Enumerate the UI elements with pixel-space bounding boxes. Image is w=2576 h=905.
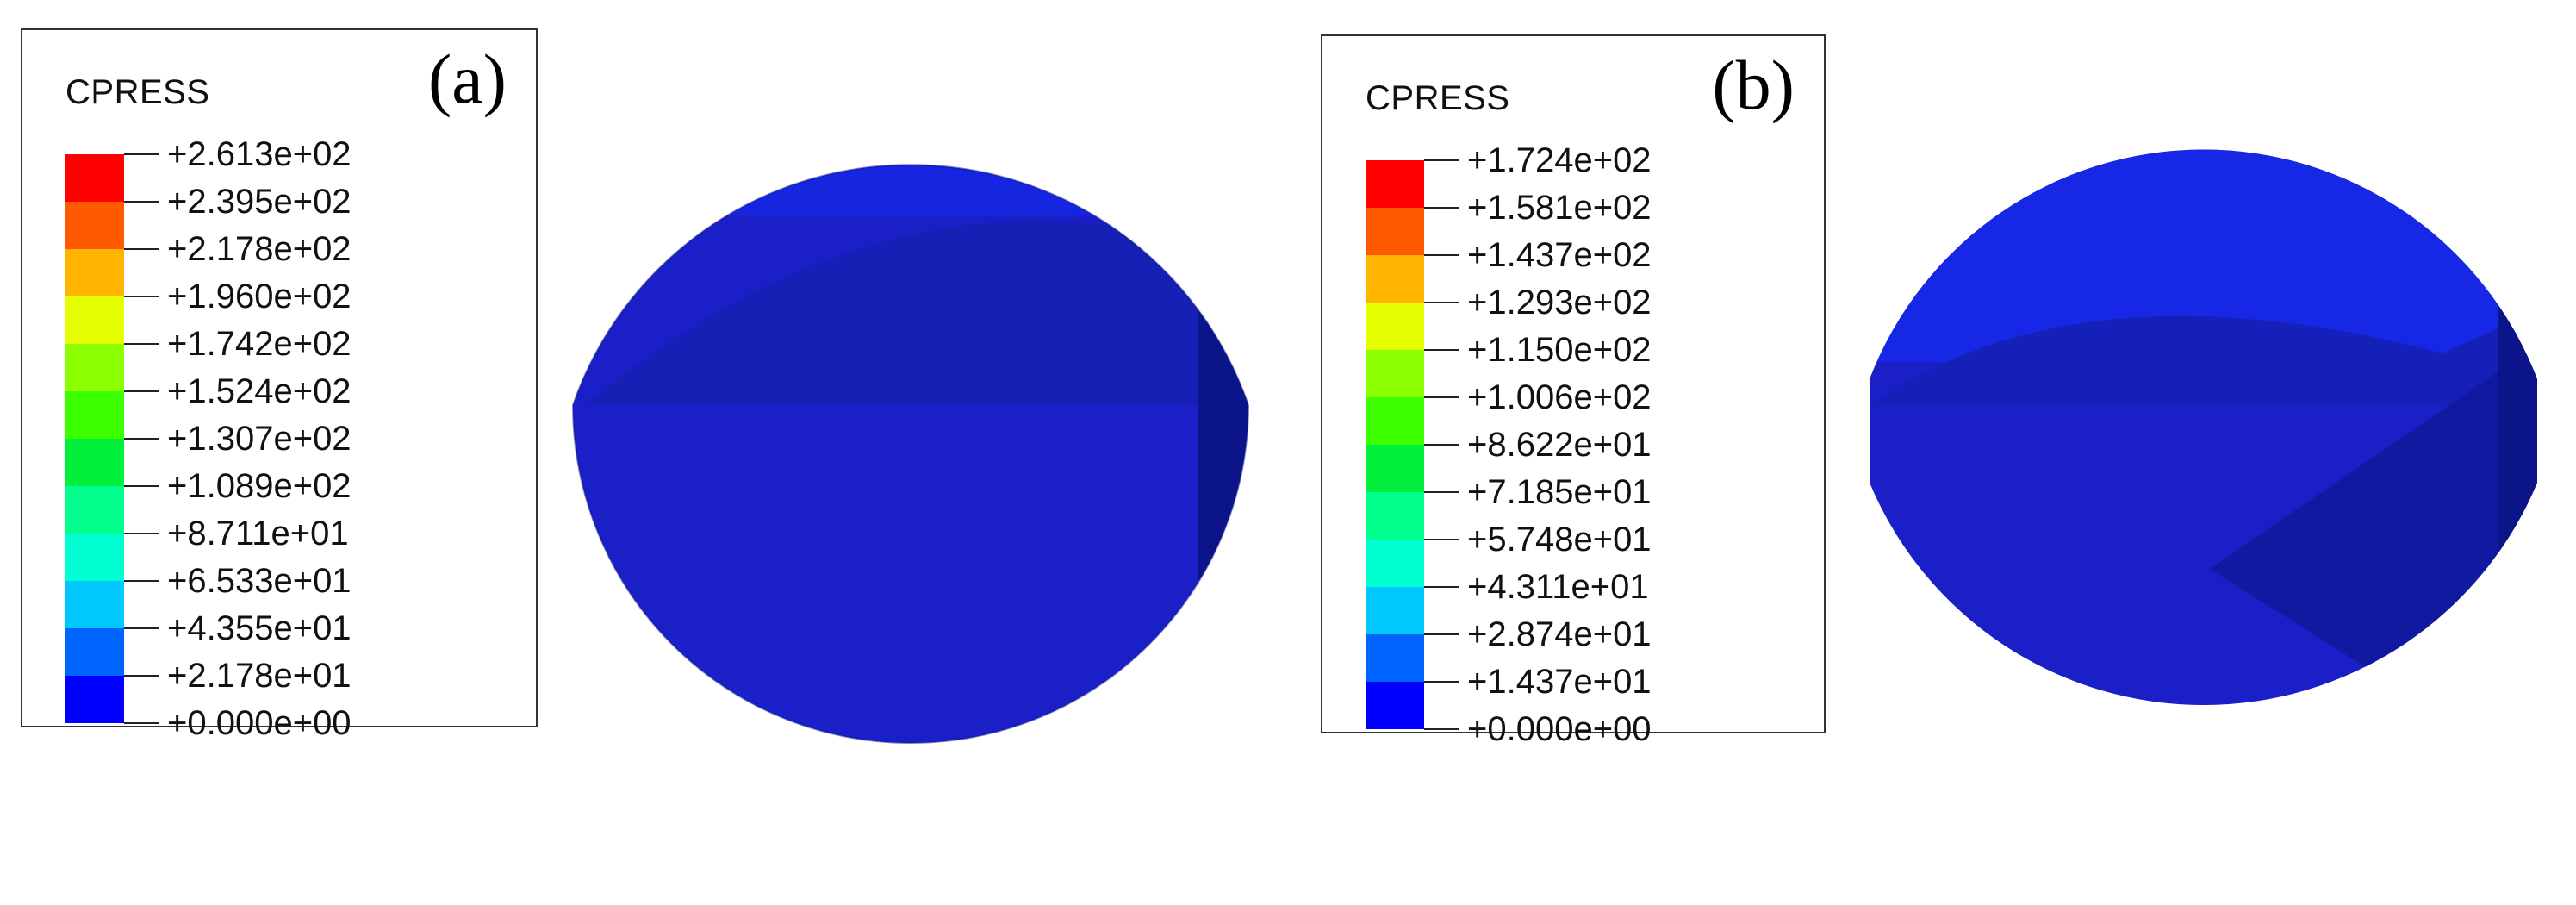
legend-level-label: +6.533e+01 — [167, 562, 352, 600]
legend-level-label: +1.960e+02 — [167, 278, 352, 315]
color-swatch — [1366, 208, 1424, 255]
legend-tick — [124, 390, 159, 392]
legend-box-a: CPRESS (a) +2.613e+02 +2.395e+02 +2.178e… — [21, 28, 538, 740]
contact-pressure-model-a — [572, 164, 1249, 744]
legend-level-label: +2.178e+02 — [167, 230, 352, 268]
legend-tick — [1424, 681, 1459, 683]
legend-tick — [1424, 254, 1459, 256]
legend-tick — [1424, 539, 1459, 540]
legend-level-label: +1.524e+02 — [167, 372, 352, 410]
color-swatch — [65, 154, 124, 202]
color-swatch — [65, 391, 124, 439]
color-swatch — [65, 628, 124, 676]
color-swatch — [65, 249, 124, 296]
legend-level-label: +1.307e+02 — [167, 420, 352, 458]
legend-tick — [124, 438, 159, 440]
legend-tick — [124, 722, 159, 724]
model-body-a — [573, 165, 1248, 743]
legend-level-label: +0.000e+00 — [1467, 710, 1652, 748]
color-swatch — [65, 676, 124, 723]
legend-level-label: +1.724e+02 — [1467, 141, 1652, 179]
legend-tick — [1424, 396, 1459, 398]
color-swatch — [1366, 350, 1424, 397]
legend-tick — [1424, 444, 1459, 446]
color-swatch — [1366, 492, 1424, 540]
color-swatch — [65, 581, 124, 628]
legend-tick — [124, 201, 159, 203]
color-scale-a — [65, 154, 124, 723]
legend-level-label: +4.355e+01 — [167, 609, 352, 647]
color-swatch — [1366, 445, 1424, 492]
color-scale-b — [1366, 160, 1424, 729]
legend-tick — [1424, 207, 1459, 209]
legend-level-label: +2.178e+01 — [167, 657, 352, 695]
legend-tick — [124, 485, 159, 487]
color-swatch — [1366, 160, 1424, 208]
legend-tick — [1424, 302, 1459, 303]
panel-a: CPRESS (a) +2.613e+02 +2.395e+02 +2.178e… — [21, 28, 1249, 744]
legend-level-label: +1.437e+02 — [1467, 236, 1652, 274]
tick-marks-a — [124, 153, 159, 724]
model-body-b — [1870, 149, 2537, 706]
color-swatch — [1366, 540, 1424, 587]
color-swatch — [65, 486, 124, 534]
legend-tick — [124, 627, 159, 629]
legend-tick — [1424, 586, 1459, 588]
color-swatch — [1366, 587, 1424, 634]
legend-tick — [1424, 728, 1459, 730]
legend-level-label: +2.395e+02 — [167, 183, 352, 221]
legend-tick — [124, 153, 159, 155]
legend-level-label: +1.006e+02 — [1467, 378, 1652, 416]
legend-level-label: +7.185e+01 — [1467, 473, 1652, 511]
color-swatch — [65, 202, 124, 249]
legend-level-label: +4.311e+01 — [1467, 568, 1649, 606]
tick-marks-b — [1424, 159, 1459, 730]
legend-tick — [124, 675, 159, 677]
panel-letter-b: (b) — [1712, 46, 1795, 124]
color-swatch — [65, 534, 124, 581]
panel-letter-a: (a) — [427, 40, 507, 118]
legend-tick — [1424, 634, 1459, 635]
legend-level-label: +1.581e+02 — [1467, 189, 1652, 227]
legend-level-label: +1.293e+02 — [1467, 284, 1652, 321]
legend-level-label: +8.622e+01 — [1467, 426, 1652, 464]
color-swatch — [1366, 255, 1424, 303]
color-swatch — [1366, 682, 1424, 729]
legend-level-label: +1.089e+02 — [167, 467, 352, 505]
color-swatch — [65, 439, 124, 486]
legend-level-label: +2.874e+01 — [1467, 615, 1652, 653]
legend-tick — [1424, 491, 1459, 493]
color-swatch — [1366, 634, 1424, 682]
legend-level-label: +1.437e+01 — [1467, 663, 1652, 701]
color-swatch — [1366, 303, 1424, 350]
legend-tick — [124, 343, 159, 345]
contact-pressure-model-b — [1870, 149, 2537, 706]
color-swatch — [65, 344, 124, 391]
legend-box-b: CPRESS (b) +1.724e+02 +1.581e+02 +1.437e… — [1321, 34, 1826, 746]
color-swatch — [1366, 397, 1424, 445]
legend-tick — [124, 580, 159, 582]
color-swatch — [65, 296, 124, 344]
legend-tick — [124, 533, 159, 534]
panel-b: CPRESS (b) +1.724e+02 +1.581e+02 +1.437e… — [1288, 0, 2576, 905]
legend-level-label: +2.613e+02 — [167, 135, 352, 173]
legend-level-label: +1.742e+02 — [167, 325, 352, 363]
legend-tick — [124, 296, 159, 297]
legend-title-b: CPRESS — [1366, 79, 1510, 117]
legend-level-label: +0.000e+00 — [167, 704, 352, 742]
legend-title-a: CPRESS — [65, 73, 210, 111]
legend-tick — [1424, 349, 1459, 351]
legend-level-label: +8.711e+01 — [167, 515, 349, 552]
legend-tick — [1424, 159, 1459, 161]
legend-level-label: +1.150e+02 — [1467, 331, 1652, 369]
legend-tick — [124, 248, 159, 250]
legend-level-label: +5.748e+01 — [1467, 521, 1652, 559]
